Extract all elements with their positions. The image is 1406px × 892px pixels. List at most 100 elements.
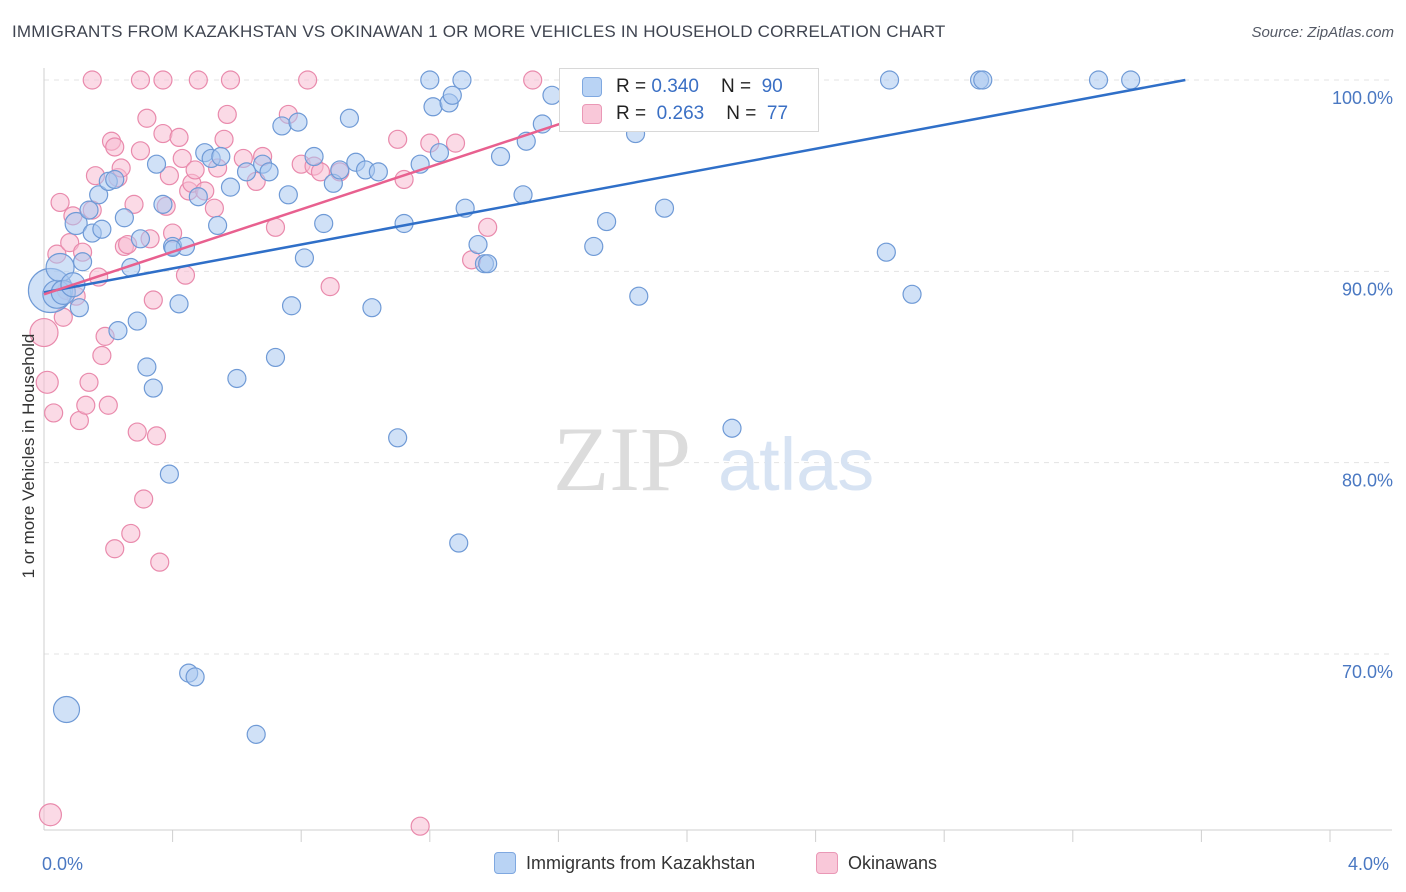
legend-blue-label: Immigrants from Kazakhstan (526, 852, 756, 873)
blue-trend-line (43, 78, 1186, 294)
x-tick-label-max: 4.0% (1348, 854, 1389, 874)
data-point (654, 198, 675, 218)
data-point (82, 70, 102, 90)
data-point (879, 70, 900, 90)
data-point (185, 160, 205, 180)
data-point (89, 185, 109, 205)
data-point (246, 724, 266, 744)
data-point (134, 489, 154, 509)
data-point (105, 539, 125, 559)
data-point (490, 146, 511, 167)
data-point (597, 211, 617, 232)
data-point (127, 422, 147, 442)
data-point (38, 803, 63, 827)
data-point (272, 116, 292, 136)
pink-n-value: 77 (766, 103, 789, 124)
blue-n-value: 90 (761, 76, 783, 97)
data-point (92, 345, 112, 366)
data-point (523, 70, 543, 90)
data-point (294, 248, 315, 268)
data-point (298, 70, 318, 90)
data-point (1121, 70, 1141, 90)
data-point (72, 252, 93, 272)
data-point (368, 162, 388, 182)
data-point (722, 418, 742, 438)
chart-title: IMMIGRANTS FROM KAZAKHSTAN VS OKINAWAN 1… (12, 22, 946, 41)
data-point (584, 236, 604, 257)
legend-blue-swatch (494, 852, 516, 874)
data-point (188, 187, 208, 207)
data-point (339, 108, 360, 128)
data-point (478, 217, 498, 237)
blue-r-value: 0.340 (651, 76, 699, 97)
data-point (388, 428, 408, 448)
data-point (153, 194, 173, 214)
data-point (130, 70, 151, 90)
data-point (452, 70, 472, 90)
data-point (314, 213, 334, 234)
data-point (288, 112, 308, 132)
stats-legend: R = 0.340 N = 90 R = 0.263 N = 77 (559, 68, 819, 132)
data-point (175, 265, 196, 285)
x-tick-label-min: 0.0% (42, 854, 83, 874)
data-point (146, 154, 167, 174)
data-point (69, 298, 89, 318)
data-point (220, 177, 241, 197)
data-point (150, 552, 170, 572)
data-point (876, 242, 896, 262)
data-point (79, 200, 99, 220)
pink-n-label: N = (726, 103, 757, 124)
data-point (60, 233, 80, 253)
data-point (169, 127, 189, 147)
data-point (105, 169, 125, 190)
data-point (188, 70, 208, 90)
data-point (159, 464, 179, 484)
data-point (478, 254, 498, 274)
pink-r-label: R = (616, 103, 647, 124)
data-point (185, 667, 205, 687)
data-point (629, 286, 649, 306)
data-point (159, 166, 179, 186)
stats-row-blue: R = 0.340 N = 90 (582, 74, 783, 100)
data-point (146, 426, 167, 446)
data-point (137, 357, 157, 377)
data-point (204, 198, 224, 218)
okinawans-points (29, 70, 543, 836)
data-point (108, 321, 128, 341)
data-point (259, 162, 279, 182)
legend-pink-label: Okinawans (848, 852, 938, 873)
pink-swatch (582, 104, 602, 124)
blue-n-label: N = (720, 76, 752, 97)
data-point (79, 372, 99, 392)
data-point (220, 70, 241, 90)
data-point (114, 208, 134, 228)
data-point (281, 296, 302, 316)
data-point (172, 148, 192, 169)
data-point (130, 141, 151, 161)
data-point (137, 108, 157, 128)
watermark-zip: ZIP (553, 408, 691, 510)
data-point (468, 234, 488, 255)
data-point (105, 137, 125, 157)
data-point (98, 395, 118, 415)
data-point (278, 185, 298, 205)
data-point (153, 123, 173, 144)
data-point (52, 695, 81, 724)
data-point (388, 129, 408, 149)
data-point (217, 104, 237, 125)
pink-r-value: 0.263 (656, 103, 705, 124)
data-point (76, 395, 96, 415)
data-point (362, 298, 382, 318)
data-point (445, 133, 466, 153)
data-point (130, 229, 151, 249)
data-point (429, 143, 450, 163)
data-point (35, 370, 59, 394)
y-axis-label: 1 or more Vehicles in Household (19, 334, 38, 579)
data-point (121, 523, 141, 544)
data-point (153, 70, 173, 90)
data-point (44, 403, 64, 423)
grid-lines (44, 79, 1392, 655)
data-point (265, 347, 286, 368)
watermark-atlas: atlas (718, 423, 874, 506)
